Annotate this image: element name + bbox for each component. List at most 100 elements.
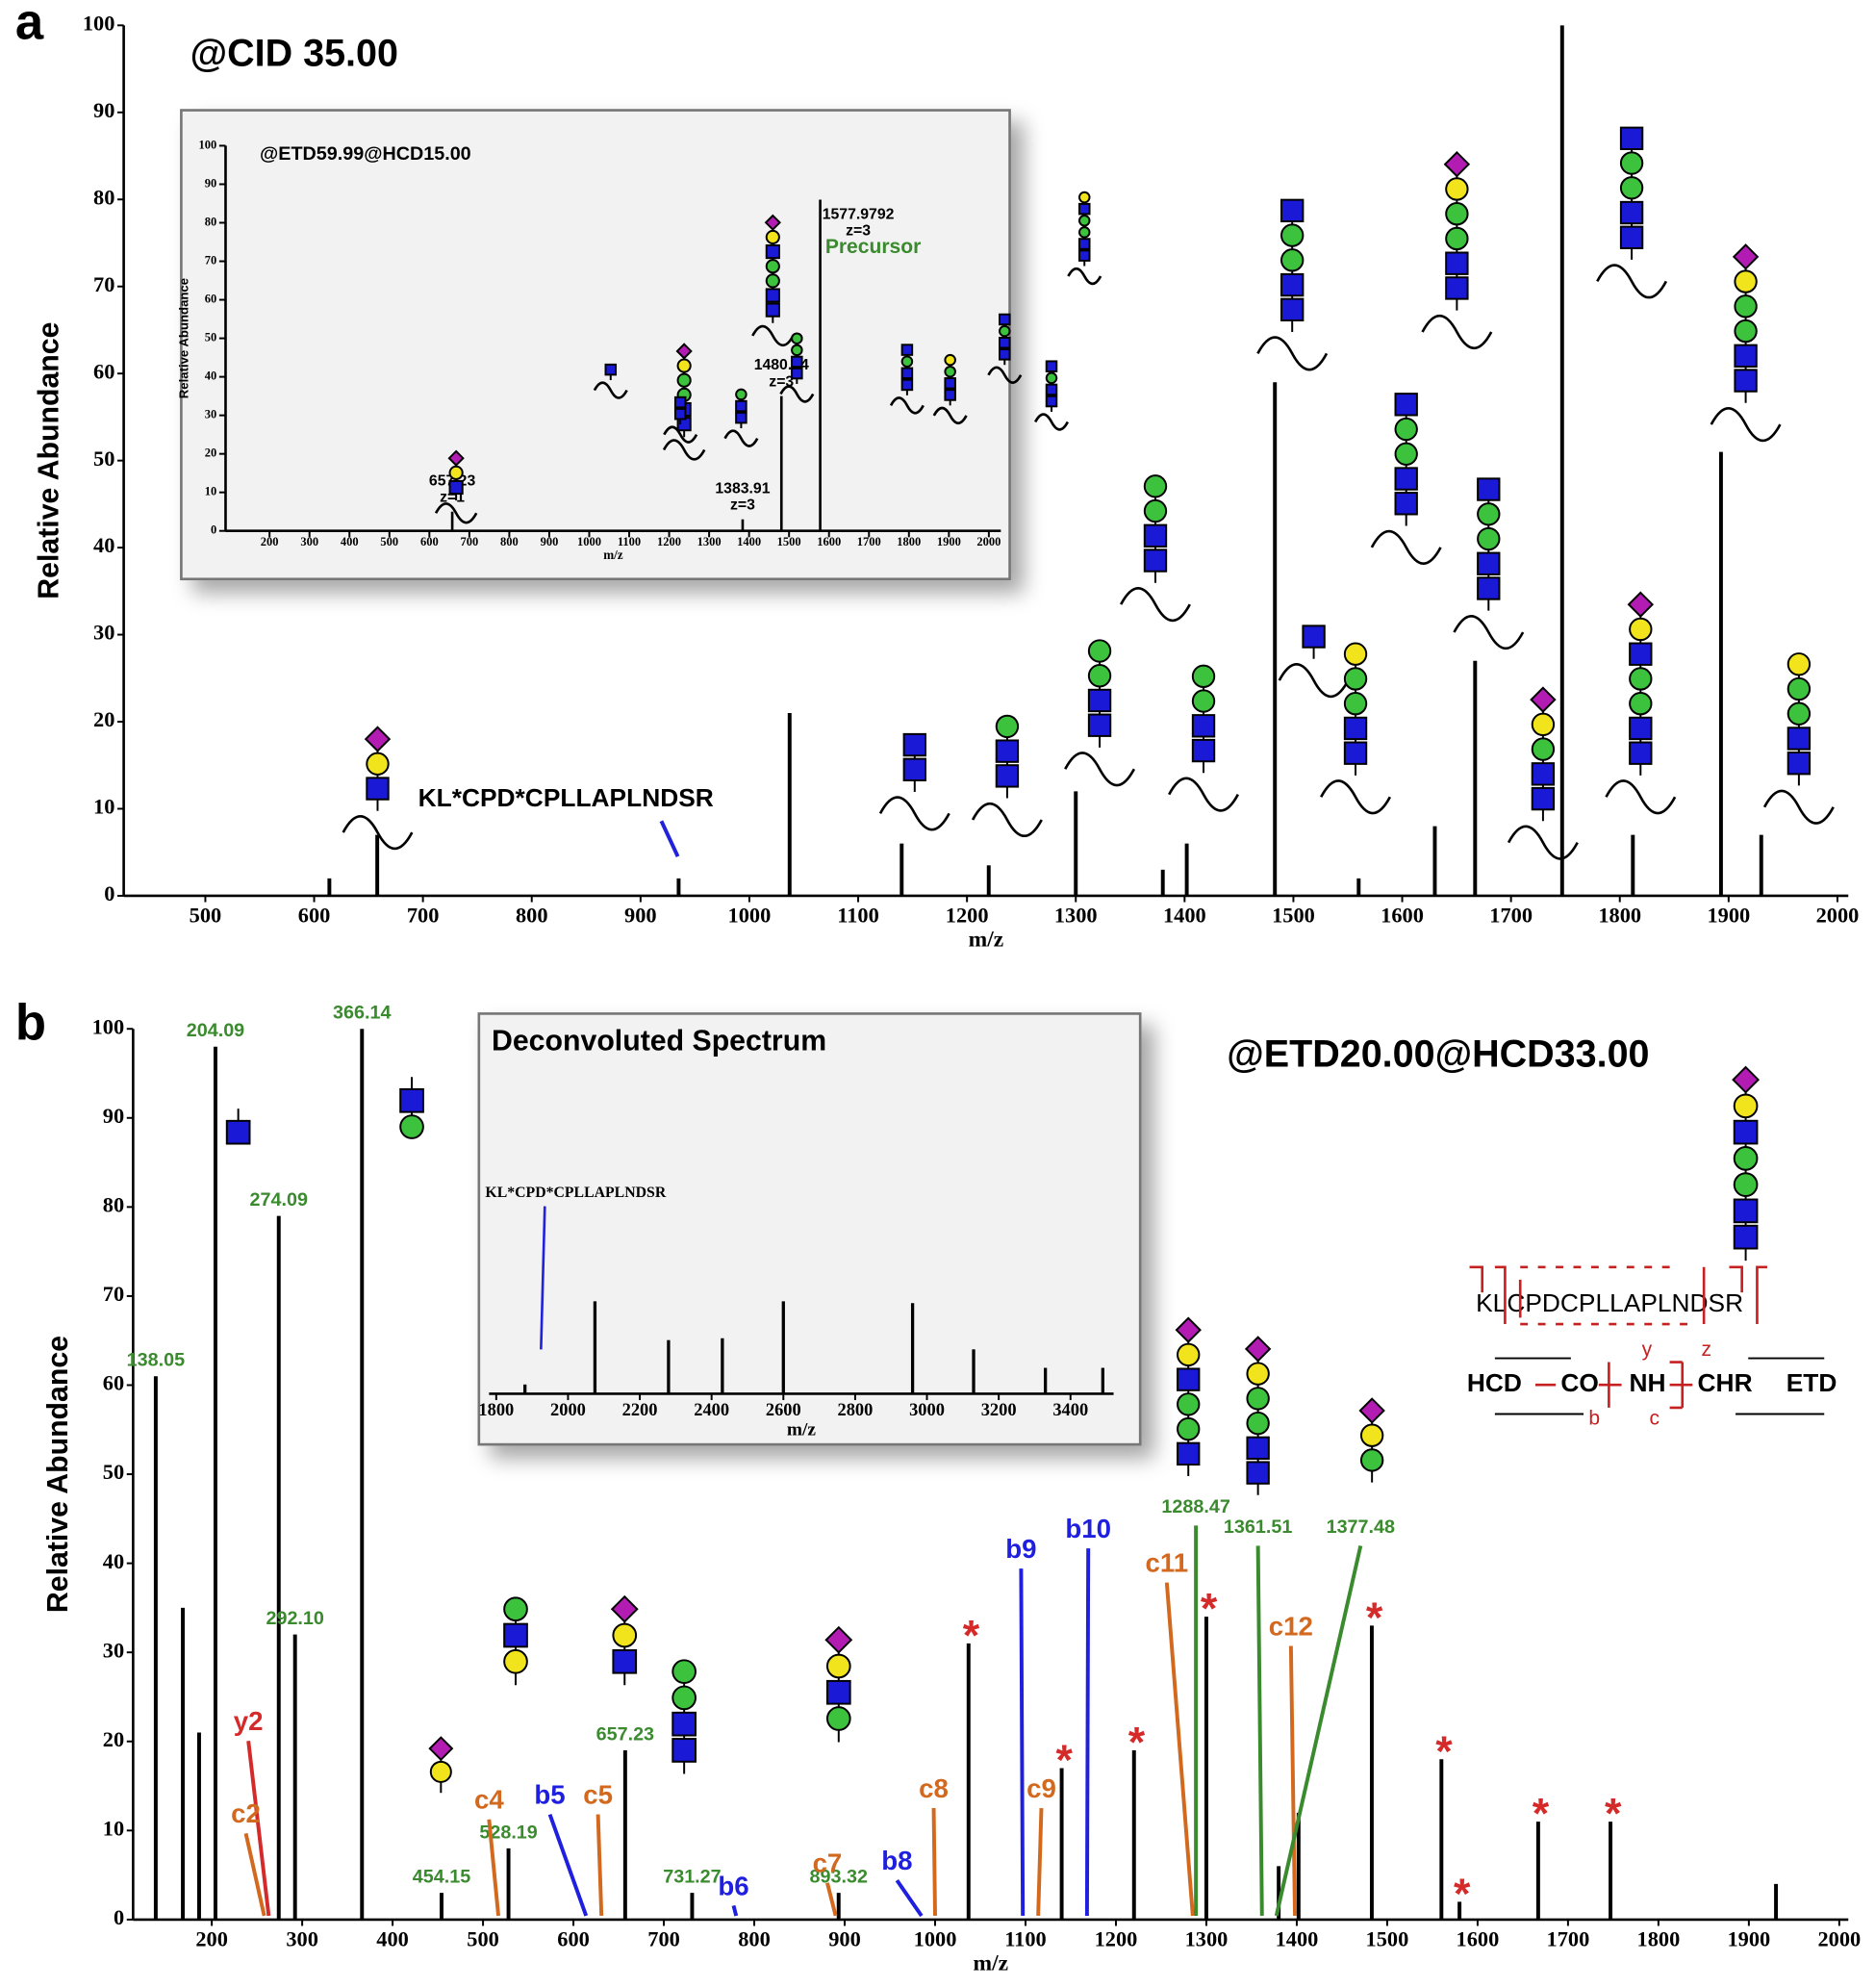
y-tick-label: 30 [103,1638,124,1662]
glycan-anchor [1033,413,1070,431]
ion-leader [1288,1645,1298,1916]
glycan-circle [503,1596,528,1622]
glycan-circle [1045,371,1058,385]
glycan-anchor [434,502,478,524]
x-tick-label: 700 [407,903,440,927]
glycan-square [1191,714,1216,738]
glycan-circle [671,1685,697,1711]
annotation: KL*CPD*CPLLAPLNDSR [485,1185,666,1201]
glycan-diamond [610,1594,639,1623]
glycan-square [1531,786,1556,811]
glycan-diamond [764,214,781,231]
glycan-circle [1359,1423,1384,1447]
x-tick-label: 600 [557,1926,590,1950]
x-tick-label: 400 [376,1926,409,1950]
glycan-square [673,395,687,409]
glycan-circle [612,1622,638,1648]
glycan-anchor [889,396,925,415]
glycan-anchor [1370,529,1442,565]
glycan-circle [765,229,780,245]
x-tick-label: 1200 [946,903,989,927]
ion-leader [547,1813,589,1917]
glycan-square [448,479,464,496]
glycan-diamond [1358,1397,1385,1424]
y-tick-label: 40 [205,369,217,382]
glycan-square [900,367,914,380]
x-tick-label: 1800 [1637,1926,1681,1950]
glycan-circle [825,1706,851,1731]
glycan-circle [1280,223,1305,247]
bond-marks [1535,1361,1693,1410]
glycan-square [1477,477,1501,501]
glycan-circle [1629,667,1653,691]
glycan-anchor [662,439,706,461]
glycan-circle [1786,652,1812,676]
glycan-square [735,399,747,413]
glycan-circle [1445,177,1469,201]
glycan-circle [1733,1172,1759,1197]
y-tick-label: 0 [114,1905,124,1929]
x-tick-label: 2000 [1816,903,1860,927]
y-tick-label: 40 [103,1549,124,1573]
ion-label: c9 [1026,1773,1056,1803]
x-axis-label: m/z [974,1950,1009,1975]
glycan-square [612,1648,638,1674]
glycan-circle [1343,692,1368,716]
glycan-anchor [663,425,698,444]
ion-label: 1288.47 [1161,1496,1229,1517]
y-tick-label: 80 [205,215,217,228]
glycan-square [1246,1436,1270,1461]
charge-label: z=3 [730,497,755,513]
glycan-anchor [971,802,1043,838]
y-tick-label: 10 [205,485,217,498]
ion-leader [487,1819,501,1917]
glycan-diamond [675,343,693,360]
x-tick-label: 1000 [728,903,772,927]
glycan-square [1143,523,1168,548]
glycan-anchor [1320,779,1392,815]
glycan-square [1531,762,1556,786]
glycan-square [825,1679,851,1705]
glycan-circle [1394,417,1418,442]
glycan-square [1177,1367,1201,1391]
ion-leader [931,1807,937,1916]
glycan-anchor [1278,663,1350,699]
glycan-square [1734,369,1758,393]
x-tick-label: 2000 [1817,1926,1861,1950]
glycan-circle [944,353,956,367]
glycan-anchor [1067,267,1102,286]
x-tick-label: 1900 [1727,1926,1770,1950]
ion-label: 1361.51 [1224,1516,1292,1538]
glycan-circle [671,1659,697,1685]
x-tick-label: 1600 [817,535,841,548]
glycan-square [791,367,803,380]
glycan-circle [791,344,803,357]
diagram-label: y [1642,1338,1653,1361]
glycan-anchor [1421,314,1493,350]
glycan-diamond [1244,1336,1272,1363]
glycan-anchor [1605,779,1677,815]
x-tick-label: 1000 [577,535,601,548]
diagram-label: c [1650,1407,1660,1429]
glycan-square [1394,393,1418,417]
y-tick-label: 70 [205,253,217,267]
x-tick-label: 2400 [694,1400,729,1419]
glycan-square [1733,1224,1759,1250]
glycan-anchor [987,366,1023,384]
glycan-circle [900,355,914,368]
x-tick-label: 1400 [1163,903,1206,927]
annotation: KL*CPD*CPLLAPLNDSR [418,783,714,812]
glycan-circle [1531,712,1556,737]
glycan-diamond [824,1625,853,1654]
x-tick-label: 800 [738,1926,771,1950]
glycan-square [366,777,390,801]
ion-label: c4 [474,1785,504,1815]
glycan-circle [1077,226,1091,239]
glycan-circle [1246,1411,1270,1436]
glycan-anchor [342,815,414,851]
ion-label: 1377.48 [1327,1516,1395,1538]
chart-title: @ETD20.00@HCD33.00 [1227,1033,1649,1076]
glycan-anchor [723,429,759,447]
x-tick-label: 900 [828,1926,861,1950]
